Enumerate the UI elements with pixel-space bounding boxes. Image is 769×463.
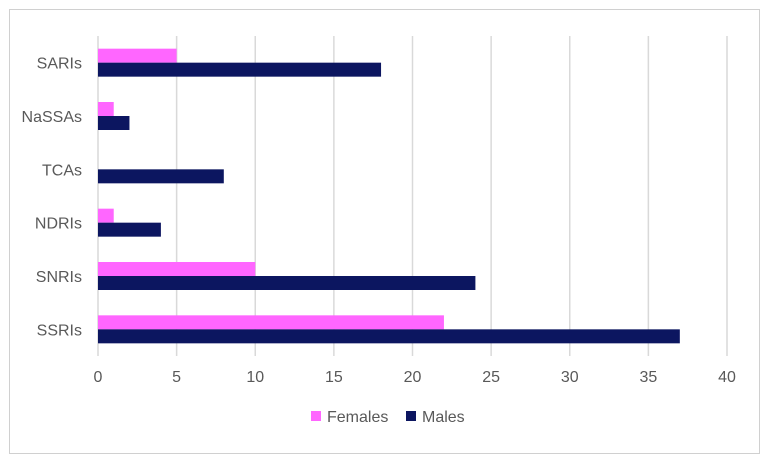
category-label-ssris: SSRIs bbox=[37, 322, 82, 339]
legend-swatch-males bbox=[406, 411, 416, 421]
x-tick-label-15: 15 bbox=[325, 369, 343, 386]
category-label-tcas: TCAs bbox=[42, 162, 82, 179]
x-tick-label-25: 25 bbox=[482, 369, 500, 386]
legend: Females Males bbox=[311, 409, 465, 426]
legend-label-females: Females bbox=[327, 409, 388, 426]
bar-females-ndris bbox=[98, 208, 114, 223]
bar-males-ndris bbox=[98, 222, 161, 237]
legend-swatch-females bbox=[311, 411, 321, 421]
bar-females-ssris bbox=[98, 315, 444, 330]
category-label-snris: SNRIs bbox=[36, 269, 82, 286]
x-tick-label-0: 0 bbox=[94, 369, 103, 386]
bar-females-snris bbox=[98, 262, 256, 276]
x-tick-label-20: 20 bbox=[404, 369, 422, 386]
bar-females-nassas bbox=[98, 102, 114, 116]
bar-males-saris bbox=[98, 62, 382, 77]
x-tick-label-30: 30 bbox=[561, 369, 579, 386]
x-tick-label-5: 5 bbox=[172, 369, 181, 386]
bars bbox=[98, 48, 680, 344]
category-labels: SSRIs SNRIs NDRIs TCAs NaSSAs SARIs bbox=[22, 56, 82, 340]
category-label-ndris: NDRIs bbox=[35, 216, 82, 233]
bar-males-ssris bbox=[98, 329, 680, 344]
bar-males-nassas bbox=[98, 116, 130, 130]
x-tick-labels: 0 5 10 15 20 25 30 35 40 bbox=[94, 369, 736, 386]
x-tick-label-35: 35 bbox=[639, 369, 657, 386]
x-tick-label-40: 40 bbox=[718, 369, 736, 386]
bar-males-tcas bbox=[98, 169, 224, 184]
x-tick-label-10: 10 bbox=[246, 369, 264, 386]
legend-label-males: Males bbox=[422, 409, 465, 426]
category-label-saris: SARIs bbox=[37, 56, 82, 73]
bar-males-snris bbox=[98, 276, 476, 290]
gridlines bbox=[97, 36, 728, 356]
bar-females-saris bbox=[98, 48, 177, 63]
category-label-nassas: NaSSAs bbox=[22, 109, 82, 126]
